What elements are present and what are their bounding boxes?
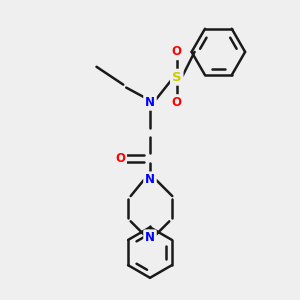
Text: O: O xyxy=(172,96,182,109)
Text: N: N xyxy=(145,96,155,109)
Text: N: N xyxy=(145,173,155,186)
Text: O: O xyxy=(172,45,182,58)
Text: N: N xyxy=(145,231,155,244)
Text: S: S xyxy=(172,71,182,84)
Text: O: O xyxy=(115,152,125,165)
